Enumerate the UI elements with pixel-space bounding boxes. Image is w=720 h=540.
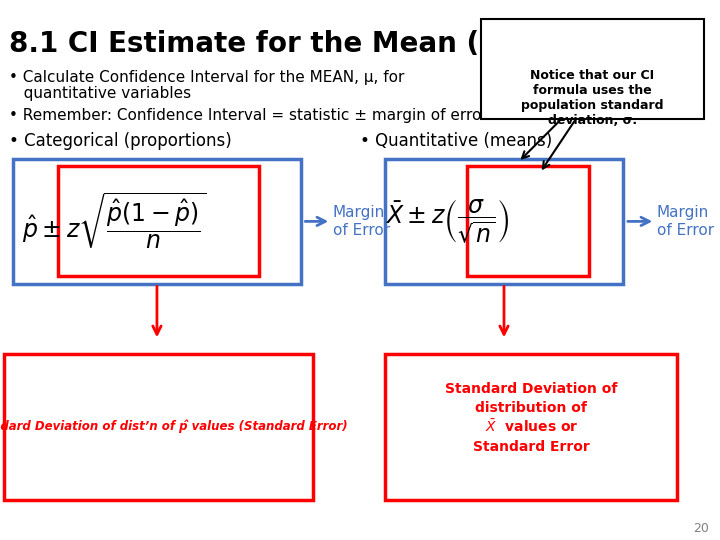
Text: $\bar{X}$  values or: $\bar{X}$ values or [485,418,578,435]
FancyBboxPatch shape [385,354,677,500]
Text: Standard Error: Standard Error [473,440,590,454]
FancyBboxPatch shape [481,19,704,119]
Text: • Remember: Confidence Interval = statistic ± margin of error: • Remember: Confidence Interval = statis… [9,108,487,123]
FancyBboxPatch shape [58,166,259,276]
Text: Margin
of Error: Margin of Error [333,205,390,238]
FancyBboxPatch shape [13,159,301,284]
Text: Standard Deviation of: Standard Deviation of [445,382,618,396]
Text: • Calculate Confidence Interval for the MEAN, µ, for: • Calculate Confidence Interval for the … [9,70,404,85]
FancyBboxPatch shape [4,354,313,500]
Text: Notice that our CI
formula uses the
population standard
deviation, σ.: Notice that our CI formula uses the popu… [521,69,664,127]
Text: • Categorical (proportions): • Categorical (proportions) [9,132,231,150]
FancyBboxPatch shape [467,166,589,276]
Text: distribution of: distribution of [475,401,588,415]
Text: 20: 20 [693,522,709,535]
FancyBboxPatch shape [385,159,623,284]
Text: 8.1 CI Estimate for the Mean (σ Known): 8.1 CI Estimate for the Mean (σ Known) [9,30,629,58]
Text: $\hat{p} \pm z\sqrt{\dfrac{\hat{p}(1-\hat{p})}{n}}$: $\hat{p} \pm z\sqrt{\dfrac{\hat{p}(1-\ha… [22,191,206,252]
Text: Standard Deviation of dist’n of p̂ values (Standard Error): Standard Deviation of dist’n of p̂ value… [0,420,347,433]
Text: • Quantitative (means): • Quantitative (means) [360,132,552,150]
Text: Margin
of Error: Margin of Error [657,205,714,238]
Text: quantitative variables: quantitative variables [9,86,191,102]
Text: $\bar{X} \pm z\left(\dfrac{\sigma}{\sqrt{n}}\right)$: $\bar{X} \pm z\left(\dfrac{\sigma}{\sqrt… [385,198,509,245]
